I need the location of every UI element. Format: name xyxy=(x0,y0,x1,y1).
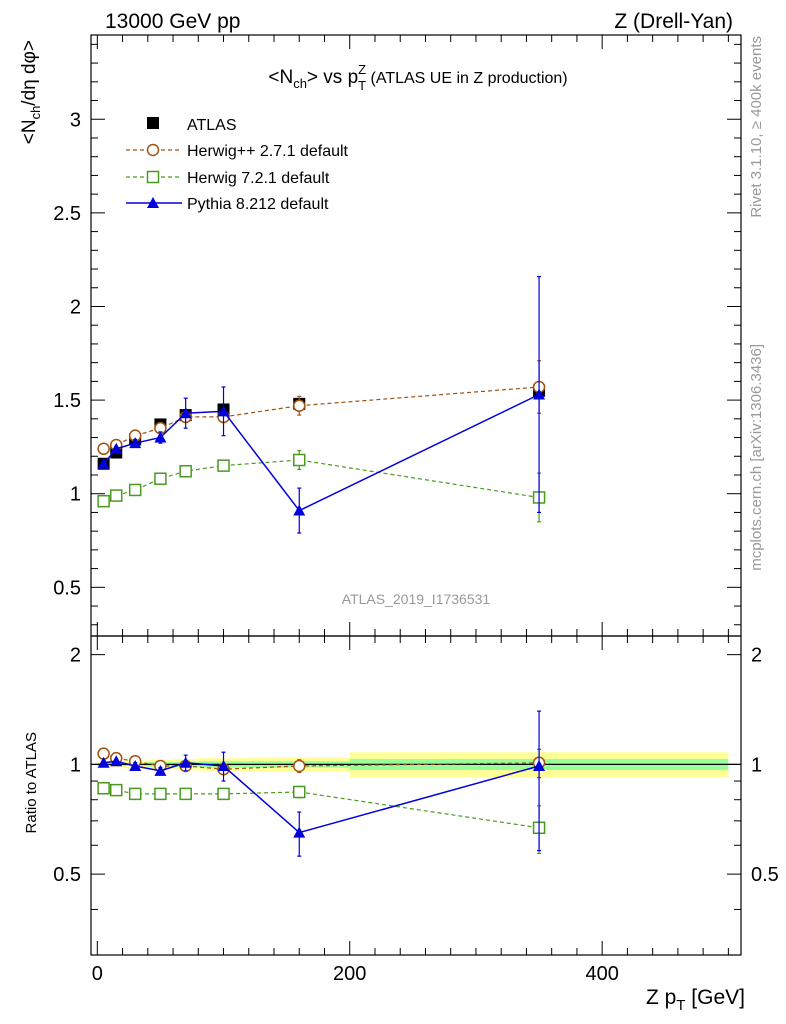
main-ytick-label: 2 xyxy=(70,296,81,318)
ratio-point-herwig7 xyxy=(217,787,230,801)
ratio-point-pythia xyxy=(154,764,167,776)
main-ytick-label: 2.5 xyxy=(53,203,81,225)
ratio-point-pythia xyxy=(533,759,546,771)
main-point-herwig7 xyxy=(154,472,167,485)
main-ytick-label: 1 xyxy=(70,484,81,506)
ratio-point-pythia xyxy=(129,759,142,771)
xtick-label: 0 xyxy=(92,963,103,985)
process-label: Z (Drell-Yan) xyxy=(614,10,733,33)
main-line-herwigpp xyxy=(103,386,540,450)
ratio-ylabel: Ratio to ATLAS xyxy=(23,732,40,833)
main-point-pythia xyxy=(217,405,230,417)
ratio-ytick-label-right: 0.5 xyxy=(751,864,779,886)
ratio-point-herwig7 xyxy=(179,787,192,801)
main-point-pythia xyxy=(97,457,110,469)
legend-label-herwigpp: Herwig++ 2.7.1 default xyxy=(187,143,349,160)
main-panel: 0.5 1 1.5 2 2.5 3 xyxy=(53,34,742,637)
legend-label-pythia: Pythia 8.212 default xyxy=(187,196,329,213)
main-point-pythia xyxy=(293,504,306,516)
ratio-ytick-label-right: 2 xyxy=(751,645,762,667)
ratio-point-pythia xyxy=(179,756,192,768)
ratio-point-pythia xyxy=(97,756,110,768)
ratio-line-herwig7 xyxy=(103,787,540,829)
ratio-point-pythia xyxy=(293,826,306,838)
main-point-herwigpp xyxy=(293,399,306,412)
ratio-point-herwig7 xyxy=(97,782,110,795)
main-point-herwig7 xyxy=(128,483,142,497)
main-point-pythia xyxy=(179,407,192,419)
main-line-herwig7 xyxy=(103,459,540,502)
ratio-point-pythia xyxy=(110,755,123,767)
beam-label: 13000 GeV pp xyxy=(105,10,240,33)
xtick-label: 200 xyxy=(333,963,366,985)
legend-label-herwig7: Herwig 7.2.1 default xyxy=(187,170,330,187)
main-point-herwigpp xyxy=(97,442,110,456)
ratio-panel: 0.5 0.5 1 1 2 2 0 200 400 xyxy=(53,635,779,985)
legend-label-atlas: ATLAS xyxy=(187,117,237,134)
xlabel: Z pT [GeV] xyxy=(646,986,745,1014)
rivet-version-label: Rivet 3.1.10, ≥ 400k events xyxy=(748,36,765,218)
main-point-herwig7 xyxy=(109,489,123,502)
ratio-ytick-label-left: 1 xyxy=(70,754,81,776)
main-line-pythia xyxy=(103,393,540,512)
main-point-pythia xyxy=(533,388,546,400)
ratio-ytick-label-right: 1 xyxy=(751,754,762,776)
main-ylabel: <Nch/dη dφ> xyxy=(19,40,43,144)
plot-title: <Nch> vs pZ T (ATLAS UE in Z production) xyxy=(268,62,567,93)
main-ytick-label: 3 xyxy=(70,109,81,131)
legend-marker-atlas xyxy=(147,117,159,129)
ratio-point-herwig7 xyxy=(154,787,167,801)
ratio-ytick-label-left: 0.5 xyxy=(53,864,81,886)
ratio-point-herwig7 xyxy=(293,785,306,799)
legend-marker-pythia xyxy=(147,197,159,208)
ratio-point-herwig7 xyxy=(109,783,123,797)
analysis-watermark: ATLAS_2019_I1736531 xyxy=(342,591,491,607)
ratio-point-pythia xyxy=(217,759,230,771)
legend: ATLAS Herwig++ 2.7.1 default Herwig 7.2.… xyxy=(126,117,349,213)
ratio-frame xyxy=(90,635,742,956)
xtick-label: 400 xyxy=(585,963,618,985)
main-point-herwig7 xyxy=(179,464,192,478)
main-ytick-label: 1.5 xyxy=(53,390,81,412)
ratio-ytick-label-left: 2 xyxy=(70,645,81,667)
ratio-point-herwigpp xyxy=(293,759,306,773)
main-point-pythia xyxy=(154,431,167,443)
mcplots-label: mcplots.cern.ch [arXiv:1306.3436] xyxy=(748,344,765,571)
main-point-herwig7 xyxy=(97,494,110,508)
main-point-herwig7 xyxy=(293,453,306,467)
main-point-herwig7 xyxy=(217,459,230,472)
main-point-pythia xyxy=(129,437,142,449)
main-ytick-label: 0.5 xyxy=(53,577,81,599)
ratio-point-herwig7 xyxy=(128,787,142,801)
legend-marker-herwigpp xyxy=(146,143,160,157)
legend-marker-herwig7 xyxy=(146,170,160,184)
main-point-pythia xyxy=(110,442,123,454)
